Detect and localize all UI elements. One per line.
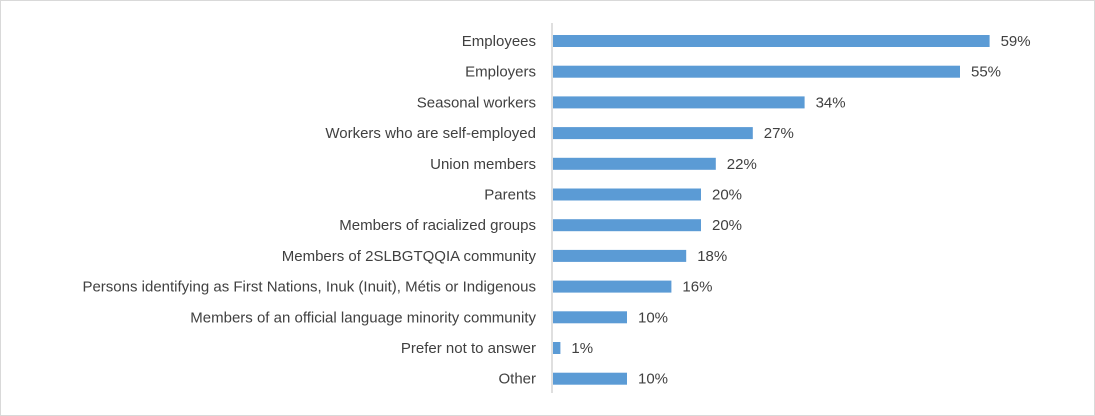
- category-label: Union members: [430, 156, 536, 173]
- bar: [553, 96, 805, 109]
- bar: [553, 342, 561, 354]
- bar: [553, 157, 716, 170]
- value-label: 18%: [697, 248, 727, 265]
- value-label: 10%: [638, 309, 668, 326]
- bar: [553, 188, 701, 201]
- category-label: Persons identifying as First Nations, In…: [82, 279, 536, 296]
- category-label: Other: [498, 371, 536, 388]
- value-label: 10%: [638, 371, 668, 388]
- category-label: Employees: [462, 33, 536, 50]
- bar: [553, 372, 627, 385]
- category-label: Employers: [465, 64, 536, 81]
- category-label: Members of 2SLBGTQQIA community: [282, 248, 537, 265]
- category-label: Prefer not to answer: [401, 340, 536, 357]
- value-label: 16%: [682, 279, 712, 296]
- value-label: 20%: [712, 217, 742, 234]
- bar: [553, 249, 687, 262]
- bar: [553, 311, 627, 324]
- category-label: Members of an official language minority…: [190, 309, 536, 326]
- bars-group: [553, 35, 990, 385]
- bar: [553, 219, 701, 232]
- value-label: 22%: [727, 156, 757, 173]
- category-label: Seasonal workers: [417, 94, 536, 111]
- value-labels: 59%55% 34% 27% 22% 20% 20% 18% 16% 10% 1% 10%: [571, 33, 1030, 388]
- bar: [553, 65, 960, 78]
- bar: [553, 35, 990, 47]
- category-label: Parents: [484, 187, 536, 204]
- bar: [553, 280, 672, 293]
- value-label: 20%: [712, 187, 742, 204]
- value-label: 27%: [764, 125, 794, 142]
- category-label: Members of racialized groups: [339, 217, 536, 234]
- category-label: Workers who are self-employed: [325, 125, 536, 142]
- value-label: 34%: [816, 94, 846, 111]
- category-labels: Employees Employers Seasonal workers Worker…: [82, 33, 536, 388]
- value-label: 1%: [571, 340, 593, 357]
- value-label: 59%: [1001, 33, 1031, 50]
- bar: [553, 127, 753, 140]
- value-label: 55%: [971, 64, 1001, 81]
